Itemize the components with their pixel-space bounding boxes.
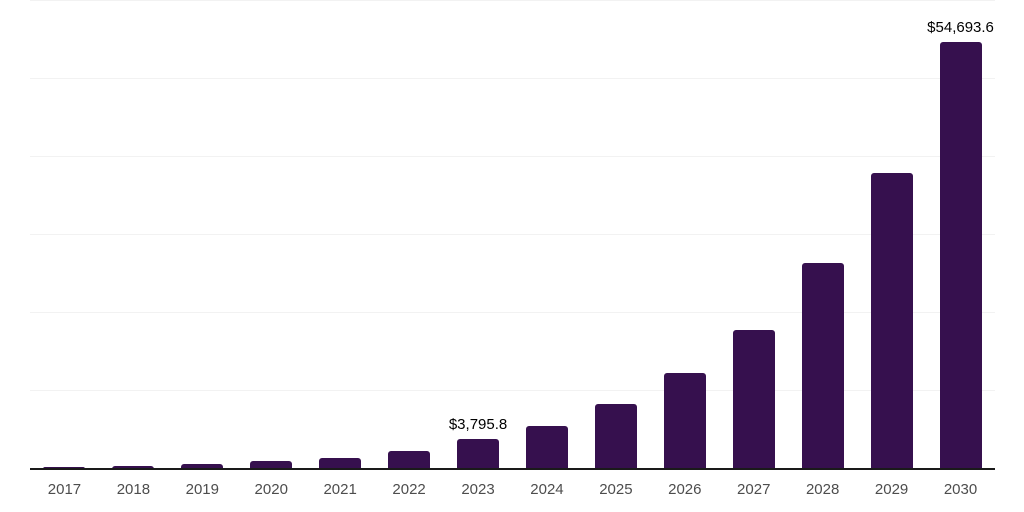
gridline-20000: [30, 312, 995, 313]
x-tick-2022: 2022: [392, 481, 426, 498]
x-tick-2023: 2023: [461, 481, 495, 498]
bar-2022[interactable]: [388, 451, 431, 469]
gridline-50000: [30, 78, 995, 79]
x-tick-2027: 2027: [737, 481, 771, 498]
x-axis-line: [30, 468, 995, 470]
x-tick-2028: 2028: [805, 481, 840, 498]
data-label-2030: $54,693.6: [927, 19, 994, 37]
gridline-10000: [30, 390, 995, 391]
bar-2030[interactable]: [939, 42, 982, 469]
gridline-40000: [30, 156, 995, 157]
x-tick-2018: 2018: [116, 481, 151, 498]
bar-2026[interactable]: [663, 373, 706, 469]
x-tick-2019: 2019: [185, 481, 219, 498]
bar-2027[interactable]: [732, 330, 775, 469]
bar-2023[interactable]: [457, 439, 500, 469]
x-tick-2029: 2029: [874, 481, 909, 498]
x-axis-labels: 2017 2018 2019 2020 2021 2022 2023 2024 2025 2026…: [30, 482, 995, 502]
data-label-2023: $3,795.8: [448, 416, 508, 434]
bar-2024[interactable]: [525, 425, 568, 469]
gridlines: [30, 0, 995, 469]
x-tick-2020: 2020: [254, 481, 288, 498]
gridline-30000: [30, 234, 995, 235]
bars: $3,795.8 $54,693.6: [30, 1, 995, 469]
bar-2029[interactable]: [870, 172, 913, 469]
bar-2028[interactable]: [801, 263, 844, 469]
x-tick-2017: 2017: [47, 481, 82, 498]
x-tick-2026: 2026: [668, 481, 702, 498]
bar-2018[interactable]: [112, 466, 155, 469]
x-tick-2024: 2024: [530, 481, 564, 498]
bar-2019[interactable]: [181, 463, 224, 469]
gridline-60000: [30, 0, 995, 1]
x-tick-2021: 2021: [323, 481, 357, 498]
bar-2021[interactable]: [319, 458, 362, 469]
x-tick-2025: 2025: [599, 481, 633, 498]
x-tick-2030: 2030: [943, 481, 978, 498]
plot-area: $3,795.8 $54,693.6: [30, 0, 995, 470]
bar-2025[interactable]: [594, 404, 637, 469]
bar-2020[interactable]: [250, 461, 293, 469]
